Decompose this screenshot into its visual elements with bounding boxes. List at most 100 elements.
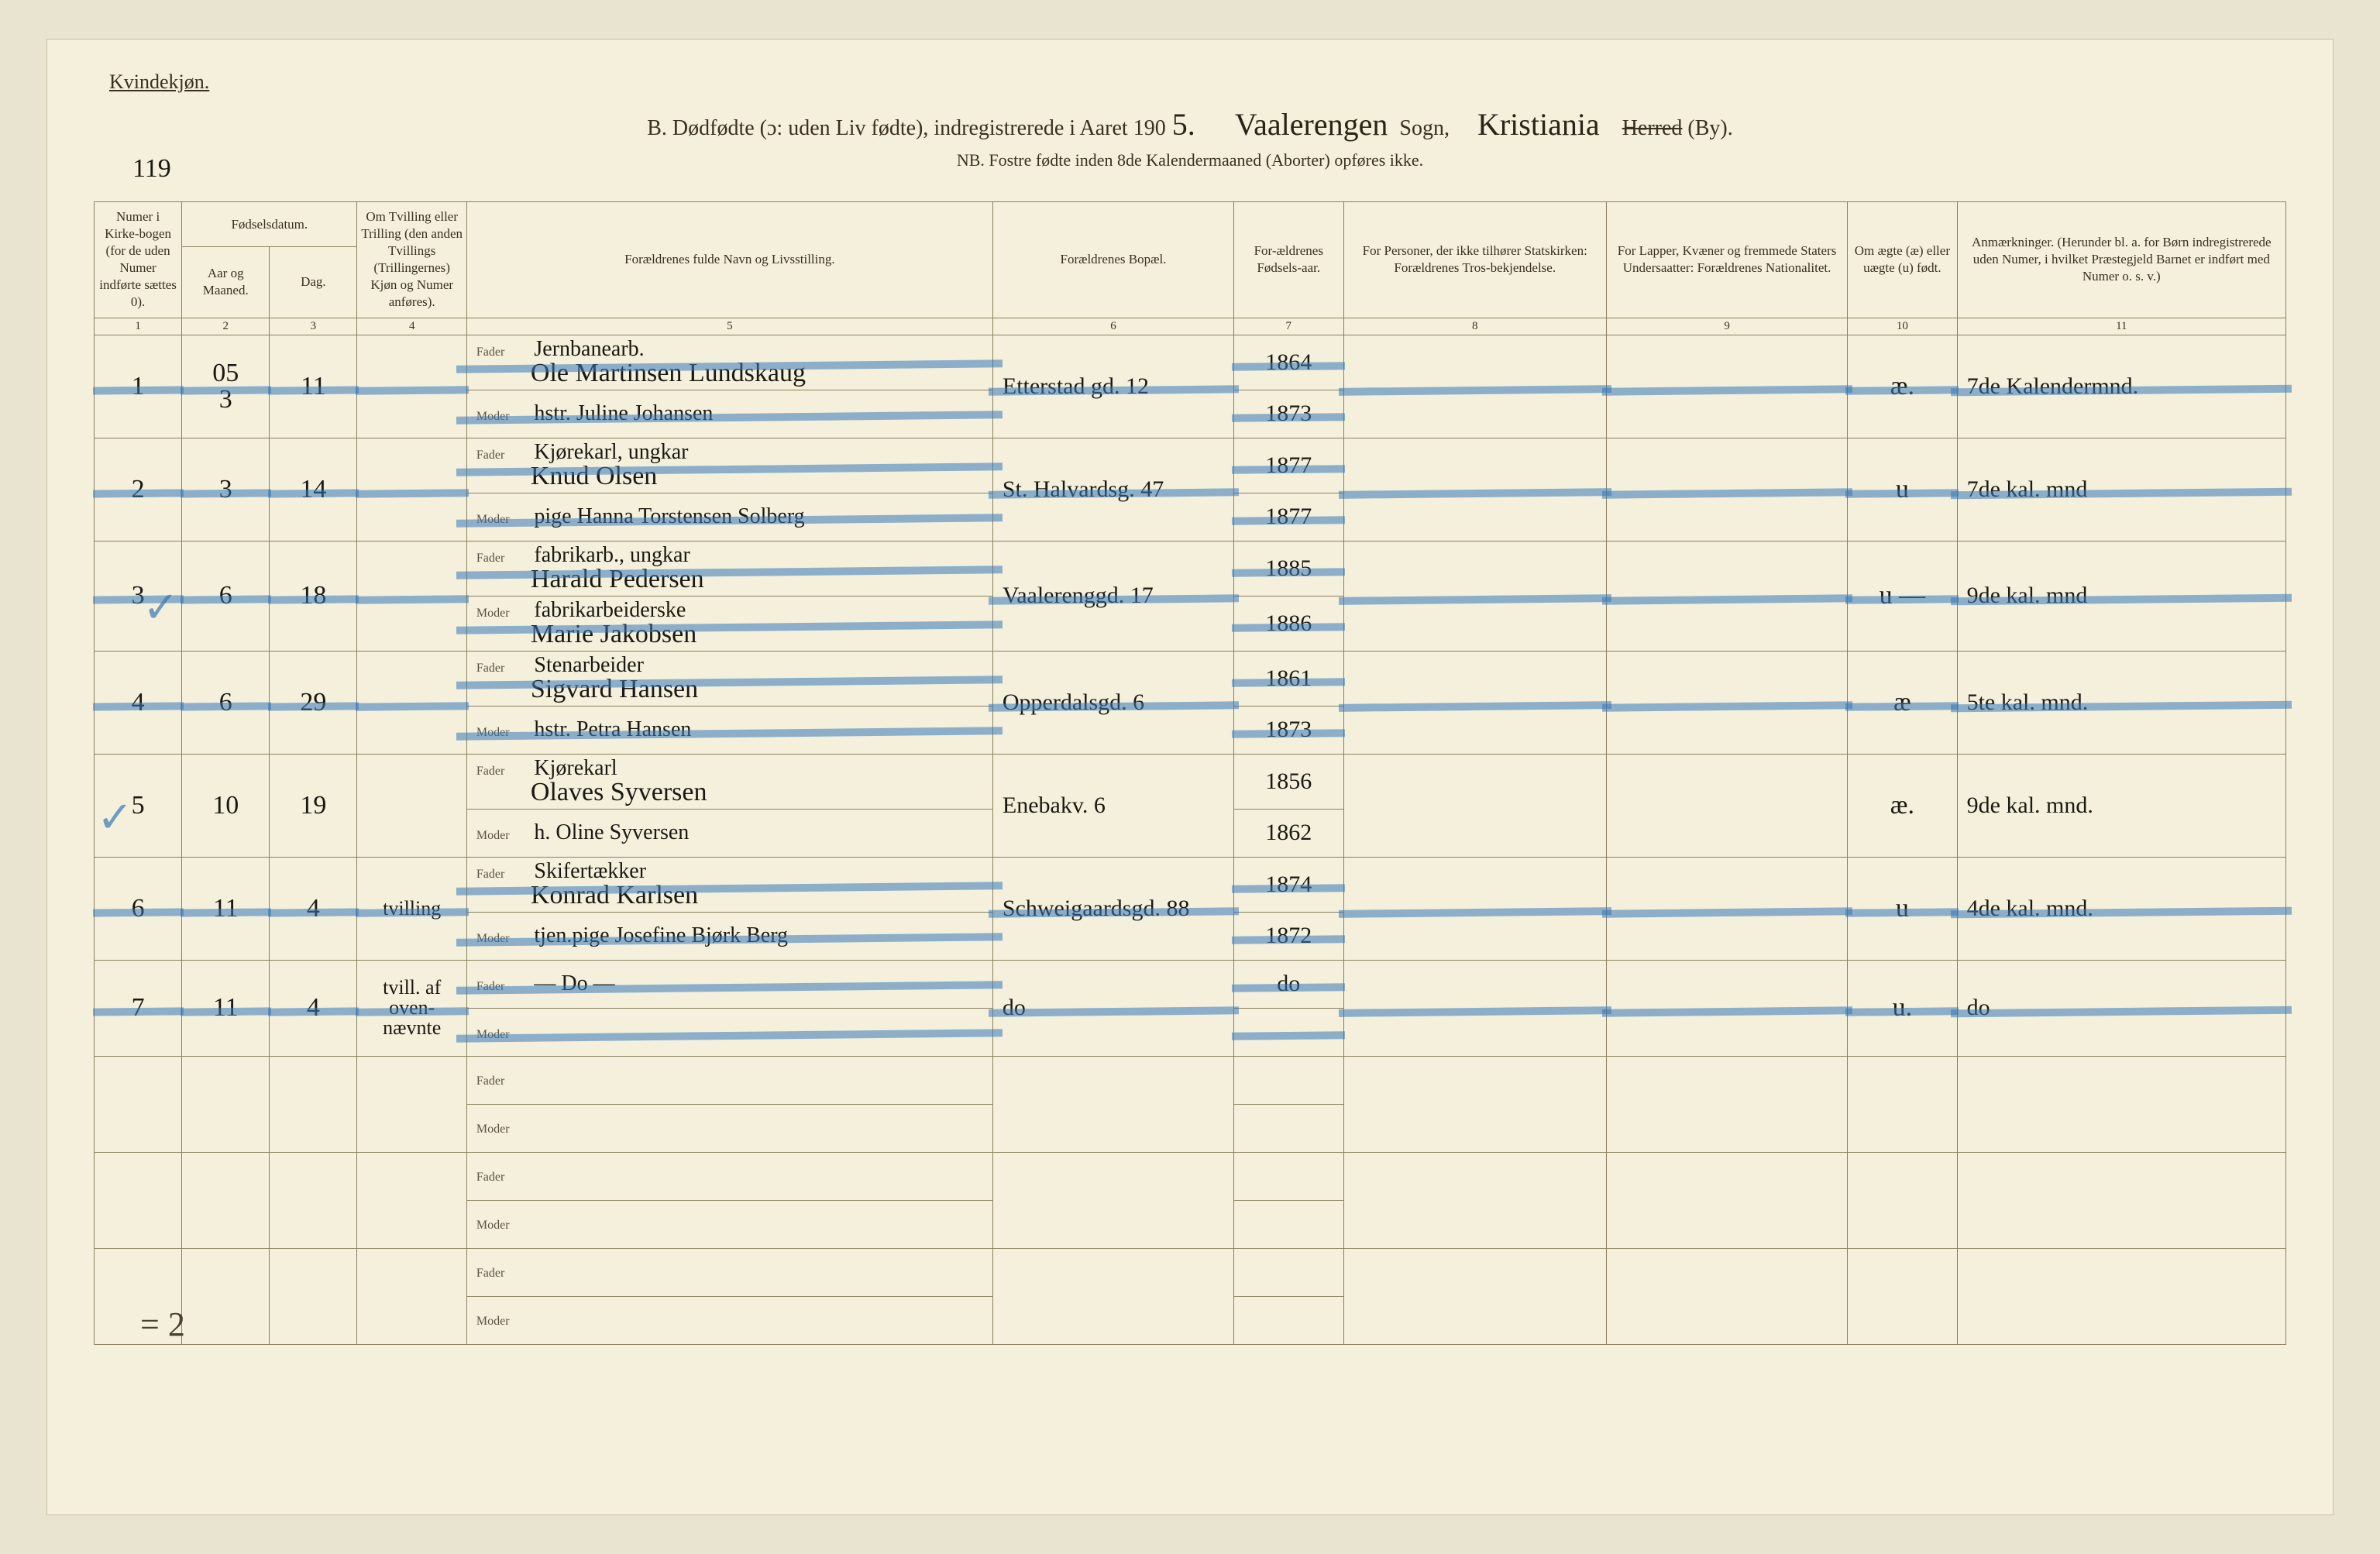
table-row: 2314Fader Kjørekarl, ungkarKnud OlsenSt.…: [95, 438, 2286, 493]
cell-bopel: do: [992, 960, 1233, 1056]
page-number: 119: [132, 156, 171, 182]
cell-nat: [1606, 857, 1847, 960]
cell-bopel: Enebakv. 6: [992, 754, 1233, 857]
foot-note: = 2: [140, 1305, 185, 1344]
cell-faar-f: 1856: [1234, 754, 1343, 809]
nb-line: NB. Fostre fødte inden 8de Kalendermaane…: [94, 150, 2286, 170]
cell-day: 18: [270, 541, 357, 651]
col-num: 6: [992, 318, 1233, 335]
cell-faar-f: 1874: [1234, 857, 1343, 912]
cell-moder: Moder hstr. Petra Hansen: [466, 706, 992, 754]
cell-month: 11: [182, 857, 270, 960]
cell-nat: [1606, 754, 1847, 857]
col-num: 3: [270, 318, 357, 335]
cell-day: 4: [270, 857, 357, 960]
cell-tros: [1343, 335, 1606, 438]
title-prefix: B. Dødfødte (ɔ: uden Liv fødte), indregi…: [647, 116, 1165, 140]
cell-fader: Fader Jernbanearb.Ole Martinsen Lundskau…: [466, 335, 992, 390]
col-header: Aar og Maaned.: [182, 247, 270, 318]
cell-anm: 4de kal. mnd.: [1957, 857, 2285, 960]
col-header: Forældrenes Bopæl.: [992, 202, 1233, 318]
cell-anm: 9de kal. mnd: [1957, 541, 2285, 651]
cell-nat: [1606, 541, 1847, 651]
col-header: Dag.: [270, 247, 357, 318]
col-num: 5: [466, 318, 992, 335]
cell-fader: Fader: [466, 1248, 992, 1296]
cell-day: 19: [270, 754, 357, 857]
cell-faar-m: 1873: [1234, 706, 1343, 754]
cell-fader: Fader KjørekarlOlaves Syversen: [466, 754, 992, 809]
cell-tros: [1343, 857, 1606, 960]
register-page: Kvindekjøn. 119 B. Dødfødte (ɔ: uden Liv…: [46, 39, 2334, 1515]
register-table: Numer i Kirke-bogen (for de uden Numer i…: [94, 201, 2286, 1345]
cell-moder: Moder hstr. Juline Johansen: [466, 390, 992, 438]
cell-moder: Moder h. Oline Syversen: [466, 809, 992, 857]
col-header: Forældrenes fulde Navn og Livsstilling.: [466, 202, 992, 318]
table-row: 6114tvillingFader SkifertækkerKonrad Kar…: [95, 857, 2286, 912]
cell-tros: [1343, 754, 1606, 857]
table-row: 5✓1019Fader KjørekarlOlaves SyversenEneb…: [95, 754, 2286, 809]
cell-faar-m: 1877: [1234, 493, 1343, 541]
by-label: (By).: [1687, 116, 1732, 140]
cell-tros: [1343, 960, 1606, 1056]
table-head: Numer i Kirke-bogen (for de uden Numer i…: [95, 202, 2286, 335]
cell-tros: [1343, 651, 1606, 754]
col-header: Anmærkninger. (Herunder bl. a. for Børn …: [1957, 202, 2285, 318]
cell-twin: [357, 651, 466, 754]
cell-faar-m: 1873: [1234, 390, 1343, 438]
title-line: B. Dødfødte (ɔ: uden Liv fødte), indregi…: [94, 109, 2286, 141]
sogn-label: Sogn,: [1399, 116, 1450, 140]
cell-anm: 9de kal. mnd.: [1957, 754, 2285, 857]
cell-day: 29: [270, 651, 357, 754]
table-row: 7114tvill. af oven-nævnteFader — Do —dod…: [95, 960, 2286, 1008]
cell-month: 6: [182, 541, 270, 651]
cell-bopel: Schweigaardsgd. 88: [992, 857, 1233, 960]
by-handwritten: Kristiania: [1471, 107, 1606, 142]
cell-nat: [1606, 651, 1847, 754]
table-row: 105311Fader Jernbanearb.Ole Martinsen Lu…: [95, 335, 2286, 390]
cell-no: 2: [95, 438, 182, 541]
cell-twin: [357, 335, 466, 438]
cell-faar-m: 1862: [1234, 809, 1343, 857]
cell-fader: Fader: [466, 1056, 992, 1104]
cell-anm: 5te kal. mnd.: [1957, 651, 2285, 754]
col-header: For-ældrenes Fødsels-aar.: [1234, 202, 1343, 318]
col-num: 9: [1606, 318, 1847, 335]
col-header: For Lapper, Kvæner og fremmede Staters U…: [1606, 202, 1847, 318]
cell-fader: Fader SkifertækkerKonrad Karlsen: [466, 857, 992, 912]
col-num: 1: [95, 318, 182, 335]
cell-twin: tvill. af oven-nævnte: [357, 960, 466, 1056]
cell-day: 14: [270, 438, 357, 541]
table-row: Fader: [95, 1248, 2286, 1296]
cell-faar-f: 1864: [1234, 335, 1343, 390]
cell-ae: u: [1848, 857, 1957, 960]
cell-fader: Fader StenarbeiderSigvard Hansen: [466, 651, 992, 706]
col-header: Om ægte (æ) eller uægte (u) født.: [1848, 202, 1957, 318]
col-number-row: 1 2 3 4 5 6 7 8 9 10 11: [95, 318, 2286, 335]
cell-no: 6: [95, 857, 182, 960]
cell-faar-m: 1886: [1234, 596, 1343, 651]
cell-bopel: Opperdalsgd. 6: [992, 651, 1233, 754]
cell-nat: [1606, 335, 1847, 438]
cell-anm: 7de kal. mnd: [1957, 438, 2285, 541]
cell-ae: æ.: [1848, 754, 1957, 857]
cell-moder: Moder: [466, 1296, 992, 1344]
cell-tros: [1343, 541, 1606, 651]
gender-label: Kvindekjøn.: [109, 70, 2286, 94]
cell-fader: Fader fabrikarb., ungkarHarald Pedersen: [466, 541, 992, 596]
cell-moder: Moder tjen.pige Josefine Bjørk Berg: [466, 912, 992, 960]
col-num: 11: [1957, 318, 2285, 335]
cell-bopel: St. Halvardsg. 47: [992, 438, 1233, 541]
cell-no: 7: [95, 960, 182, 1056]
cell-nat: [1606, 960, 1847, 1056]
table-row: 4629Fader StenarbeiderSigvard HansenOppe…: [95, 651, 2286, 706]
cell-month: 6: [182, 651, 270, 754]
col-header: For Personer, der ikke tilhører Statskir…: [1343, 202, 1606, 318]
cell-nat: [1606, 438, 1847, 541]
cell-ae: u.: [1848, 960, 1957, 1056]
table-row: Fader: [95, 1152, 2286, 1200]
cell-twin: [357, 438, 466, 541]
cell-faar-f: 1877: [1234, 438, 1343, 493]
cell-day: 11: [270, 335, 357, 438]
cell-no: 4: [95, 651, 182, 754]
